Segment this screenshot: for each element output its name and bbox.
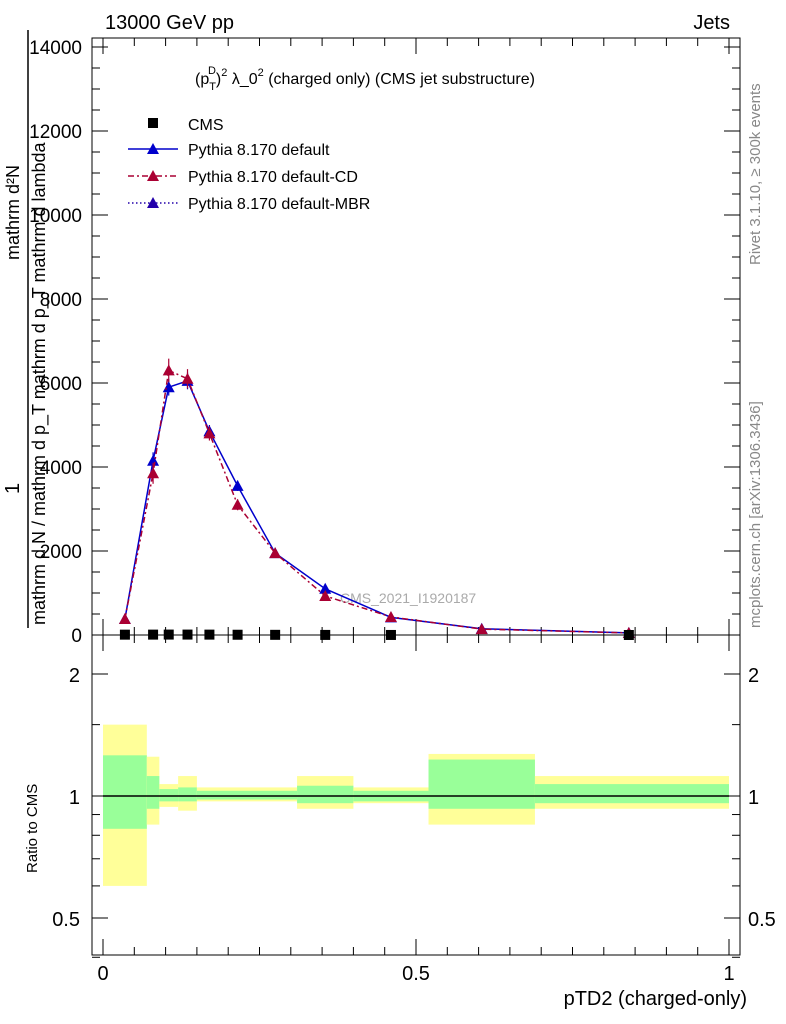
mcplots-label: mcplots.cern.ch [arXiv:1306.3436] [747,401,764,628]
ratio-band-inner [196,790,298,800]
series-default-point [162,381,175,393]
series-cd-point [384,610,397,622]
main-y-axis-label: mathrm d²N 1 mathrm d N / mathrm d p_T m… [2,30,50,628]
ratio-y-tick-label: 2 [69,665,80,687]
ratio-y-tick-label: 0.5 [52,909,80,931]
y-tick-label: 2000 [40,542,82,563]
y-tick-label: 8000 [40,290,82,311]
ratio-y-tick-label-right: 2 [748,665,759,687]
legend-label-mbr: Pythia 8.170 default-MBR [188,196,370,213]
series-cd-point [231,498,244,510]
y-label-one: 1 [2,483,24,494]
legend-label-cms: CMS [188,117,224,134]
series-default-point [231,479,244,491]
ratio-band-inner [159,789,179,802]
series-cd-point [118,613,131,625]
series-cd-point [269,547,282,559]
y-tick-label: 0 [71,626,82,647]
ratio-y-label: Ratio to CMS [24,784,41,873]
y-tick-label: 6000 [40,374,82,395]
series-default-point [319,582,332,594]
legend-marker-cms [148,118,158,128]
plot-title: (pTD)2 λ_02 (charged only) (CMS jet subs… [195,65,535,93]
series-cd-point [203,427,216,439]
x-axis-label: pTD2 (charged-only) [564,988,747,1010]
y-tick-label: 14000 [29,38,82,59]
header-left: 13000 GeV pp [105,12,234,34]
series-default-point [147,454,160,466]
y-label-denominator: mathrm d N / mathrm d p_T mathrm d p_T m… [29,142,50,625]
y-label-numerator: mathrm d²N [3,165,23,260]
y-tick-label: 12000 [29,122,82,143]
legend-marker-mbr [147,197,159,208]
ratio-band-inner [103,755,147,829]
legend-marker-default [147,143,159,154]
ratio-band-inner [146,776,160,809]
y-tick-label: 4000 [40,458,82,479]
legend-label-cd: Pythia 8.170 default-CD [188,169,358,186]
watermark: CMS_2021_I1920187 [340,590,476,606]
legend-marker-cd [147,170,159,181]
legend: CMS Pythia 8.170 default Pythia 8.170 de… [128,117,370,213]
ratio-band-inner [297,785,354,804]
series-cd-point [162,364,175,376]
header-right: Jets [693,12,730,34]
ratio-y-tick-label: 1 [69,787,80,809]
series-cd-point [147,467,160,479]
ratio-band-inner [428,759,535,809]
x-tick-label: 0.5 [402,963,430,985]
ratio-y-tick-label-right: 1 [748,787,759,809]
ratio-frame [91,634,741,956]
series-cd-point [319,589,332,601]
ratio-y-tick-label-right: 0.5 [748,909,776,931]
series-cd-point [181,372,194,384]
ratio-band-inner [534,784,729,804]
ratio-band-inner [178,787,197,802]
x-tick-label: 1 [723,963,734,985]
legend-label-default: Pythia 8.170 default [188,142,330,159]
main-axes-ticks: 0 2000 4000 6000 8000 10000 12000 14000 [29,38,740,647]
ratio-layer: 0.5 0.5 1 1 2 2 0 0.5 1 [52,635,776,985]
x-tick-label: 0 [97,963,108,985]
rivet-label: Rivet 3.1.10, ≥ 300k events [747,83,764,265]
series-cd-point [475,623,488,635]
y-tick-label: 10000 [29,206,82,227]
